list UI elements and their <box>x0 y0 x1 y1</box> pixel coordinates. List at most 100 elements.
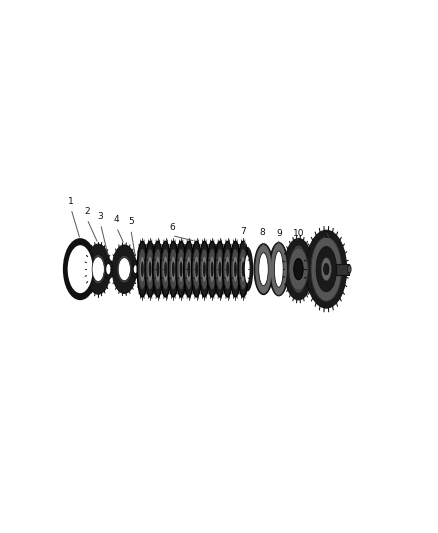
Ellipse shape <box>232 249 239 289</box>
Ellipse shape <box>259 253 268 286</box>
Text: 3: 3 <box>98 212 103 221</box>
Ellipse shape <box>294 259 303 280</box>
Ellipse shape <box>291 248 306 289</box>
Ellipse shape <box>244 254 250 284</box>
Ellipse shape <box>254 244 273 295</box>
Ellipse shape <box>67 244 94 294</box>
Ellipse shape <box>195 261 198 277</box>
Text: 6: 6 <box>169 223 175 232</box>
Ellipse shape <box>91 255 105 284</box>
Ellipse shape <box>233 256 238 282</box>
Ellipse shape <box>148 261 152 277</box>
Ellipse shape <box>219 261 221 277</box>
Ellipse shape <box>162 249 170 289</box>
Ellipse shape <box>106 263 111 275</box>
Ellipse shape <box>117 256 131 282</box>
Ellipse shape <box>289 248 308 290</box>
Ellipse shape <box>140 256 145 282</box>
Ellipse shape <box>201 249 208 289</box>
Ellipse shape <box>238 241 248 297</box>
Ellipse shape <box>118 257 131 281</box>
Ellipse shape <box>191 241 202 297</box>
Text: 2: 2 <box>84 207 90 216</box>
Ellipse shape <box>146 249 154 289</box>
Ellipse shape <box>203 261 206 277</box>
Text: 4: 4 <box>114 215 119 224</box>
Text: 8: 8 <box>259 228 265 237</box>
Ellipse shape <box>148 256 152 282</box>
Ellipse shape <box>207 241 217 297</box>
Ellipse shape <box>92 257 104 281</box>
Ellipse shape <box>216 249 224 289</box>
Ellipse shape <box>255 245 272 294</box>
Ellipse shape <box>234 261 237 277</box>
Ellipse shape <box>179 256 184 282</box>
Ellipse shape <box>215 241 225 297</box>
Ellipse shape <box>199 241 209 297</box>
Ellipse shape <box>290 246 307 293</box>
Ellipse shape <box>154 249 162 289</box>
Ellipse shape <box>171 256 176 282</box>
Ellipse shape <box>137 241 148 297</box>
Ellipse shape <box>187 256 191 282</box>
Ellipse shape <box>324 263 329 275</box>
Ellipse shape <box>316 247 336 292</box>
Ellipse shape <box>241 256 245 282</box>
Ellipse shape <box>141 261 144 277</box>
Ellipse shape <box>218 256 222 282</box>
Ellipse shape <box>210 256 215 282</box>
Ellipse shape <box>156 261 159 277</box>
Ellipse shape <box>208 249 216 289</box>
Ellipse shape <box>172 261 175 277</box>
Ellipse shape <box>239 249 247 289</box>
Ellipse shape <box>242 261 244 277</box>
Ellipse shape <box>64 239 96 299</box>
Ellipse shape <box>314 241 339 297</box>
Ellipse shape <box>193 249 201 289</box>
Ellipse shape <box>226 261 229 277</box>
Ellipse shape <box>224 249 232 289</box>
Ellipse shape <box>163 256 168 282</box>
Bar <box>336 264 350 274</box>
Ellipse shape <box>187 261 190 277</box>
Ellipse shape <box>177 249 185 289</box>
Ellipse shape <box>311 237 342 301</box>
Ellipse shape <box>168 241 179 297</box>
Ellipse shape <box>155 256 160 282</box>
Ellipse shape <box>223 241 233 297</box>
Ellipse shape <box>184 241 194 297</box>
Ellipse shape <box>225 256 230 282</box>
Ellipse shape <box>269 243 288 296</box>
Ellipse shape <box>185 249 193 289</box>
Ellipse shape <box>86 244 110 294</box>
Ellipse shape <box>164 261 167 277</box>
Ellipse shape <box>194 256 199 282</box>
Ellipse shape <box>311 237 341 301</box>
Ellipse shape <box>348 265 351 273</box>
Ellipse shape <box>112 245 137 293</box>
Text: 9: 9 <box>276 229 282 238</box>
Text: 5: 5 <box>128 217 134 226</box>
Ellipse shape <box>230 241 240 297</box>
Ellipse shape <box>176 241 186 297</box>
Text: 11: 11 <box>324 231 336 240</box>
Ellipse shape <box>104 260 113 279</box>
Ellipse shape <box>211 261 214 277</box>
Text: 7: 7 <box>240 228 246 236</box>
Ellipse shape <box>284 238 313 300</box>
Ellipse shape <box>138 249 146 289</box>
Ellipse shape <box>153 241 163 297</box>
Ellipse shape <box>242 247 253 291</box>
Ellipse shape <box>180 261 183 277</box>
Ellipse shape <box>306 230 347 308</box>
Text: 1: 1 <box>68 197 74 206</box>
Ellipse shape <box>145 241 155 297</box>
Ellipse shape <box>133 265 138 273</box>
Ellipse shape <box>274 251 283 287</box>
Ellipse shape <box>131 261 140 278</box>
Ellipse shape <box>170 249 177 289</box>
Ellipse shape <box>321 257 332 281</box>
Ellipse shape <box>202 256 207 282</box>
Ellipse shape <box>271 243 287 295</box>
Text: 10: 10 <box>293 229 304 238</box>
